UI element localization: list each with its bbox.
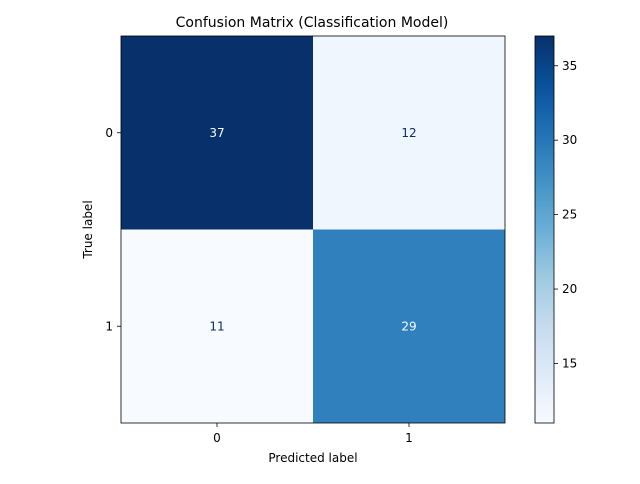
heatmap-cells: 37 12 11 29 — [121, 36, 505, 423]
cell-value-label: 12 — [401, 126, 416, 140]
x-tick-label: 1 — [405, 431, 413, 445]
colorbar — [534, 35, 555, 424]
colorbar-tick-label: 15 — [562, 356, 577, 370]
heatmap-cell — [121, 36, 313, 230]
plot-frame — [120, 35, 506, 424]
colorbar-tick-label: 20 — [562, 282, 577, 296]
cell-value-label: 29 — [401, 319, 416, 333]
y-tick-label: 1 — [105, 319, 113, 333]
cell-value-label: 11 — [209, 319, 224, 333]
y-axis-label: True label — [81, 200, 95, 259]
y-axis-ticks: 01 — [105, 126, 121, 333]
colorbar-tick-label: 25 — [562, 208, 577, 222]
colorbar-tick-label: 30 — [562, 133, 577, 147]
colorbar-tick-label: 35 — [562, 59, 577, 73]
x-axis-label: Predicted label — [268, 451, 357, 465]
heatmap-cell — [313, 229, 505, 423]
heatmap-cell — [313, 36, 505, 230]
heatmap-cell — [121, 229, 313, 423]
y-tick-label: 0 — [105, 126, 113, 140]
chart-title: Confusion Matrix (Classification Model) — [176, 15, 449, 31]
x-tick-label: 0 — [213, 431, 221, 445]
colorbar-ticks: 15 20 25 30 35 — [554, 59, 577, 370]
cell-value-label: 37 — [209, 126, 224, 140]
